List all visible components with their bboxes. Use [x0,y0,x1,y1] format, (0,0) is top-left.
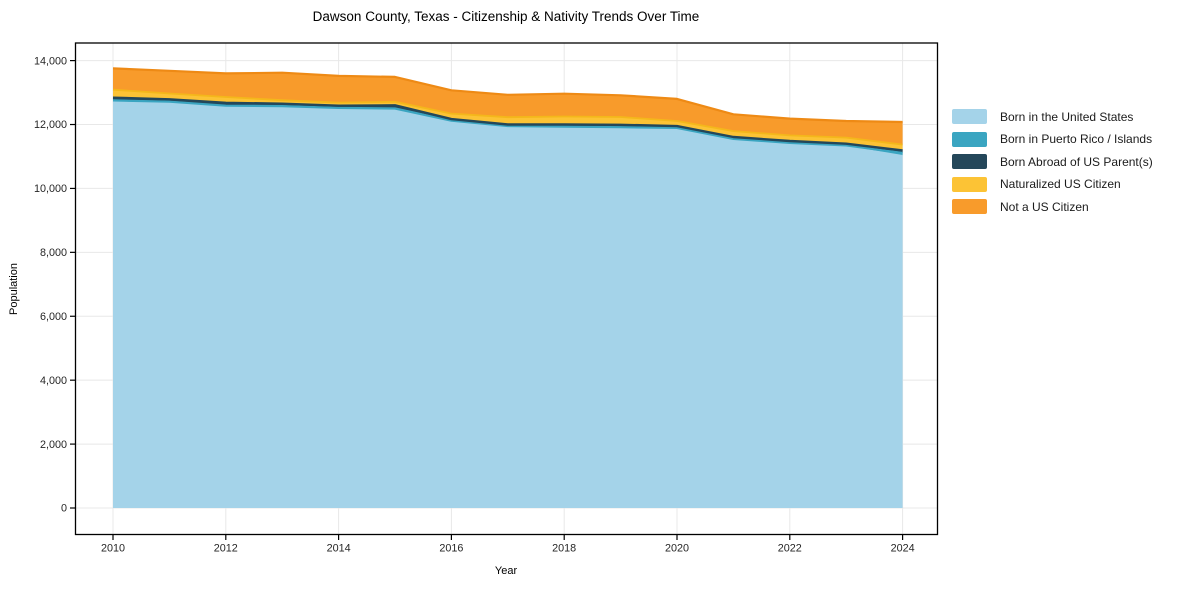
axes-frame [74,42,939,536]
y-tick-label: 8,000 [40,247,67,259]
x-axis-title: Year [494,565,518,577]
legend-swatch-not-citizen [952,199,987,215]
x-tick-label: 2016 [439,543,463,555]
boundary-series-2 [112,96,903,152]
y-tick-label: 0 [61,503,67,515]
legend-item-born-pr-islands: Born in Puerto Rico / Islands [952,131,1153,147]
y-tick-label: 14,000 [34,55,67,67]
boundary-series-3 [112,88,903,146]
legend-item-naturalized: Naturalized US Citizen [952,176,1153,192]
chart-title: Dawson County, Texas - Citizenship & Nat… [312,9,700,24]
x-tick-label: 2024 [891,543,915,555]
y-tick-label: 4,000 [40,375,67,387]
legend-item-not-citizen: Not a US Citizen [952,199,1153,215]
legend-item-born-us: Born in the United States [952,109,1153,124]
legend-label: Born in Puerto Rico / Islands [1000,132,1153,147]
legend-label: Not a US Citizen [1000,199,1089,214]
x-tick-label: 2014 [327,543,351,555]
boundary-series-1 [112,99,903,155]
legend-swatch-born-pr-islands [952,131,987,147]
x-tick-label: 2018 [552,543,576,555]
legend-label: Born in the United States [1000,109,1134,124]
area-series-3 [113,89,903,151]
x-tick-label: 2010 [101,543,125,555]
area-series-0 [113,101,903,509]
legend-label: Born Abroad of US Parent(s) [1000,154,1153,169]
legend-swatch-born-abroad [952,154,987,170]
legend-item-born-abroad: Born Abroad of US Parent(s) [952,154,1153,170]
y-tick-label: 6,000 [40,311,67,323]
x-tick-label: 2020 [665,543,689,555]
y-tick-label: 12,000 [34,119,67,131]
y-tick-label: 10,000 [34,183,67,195]
y-tick-label: 2,000 [40,439,67,451]
legend-swatch-naturalized [952,176,987,192]
x-tick-label: 2022 [778,543,802,555]
legend-label: Naturalized US Citizen [1000,177,1121,192]
boundary-series-4 [112,67,903,124]
legend-swatch-born-us [952,109,987,124]
legend: Born in the United States Born in Puerto… [952,109,1153,222]
x-tick-label: 2012 [214,543,238,555]
